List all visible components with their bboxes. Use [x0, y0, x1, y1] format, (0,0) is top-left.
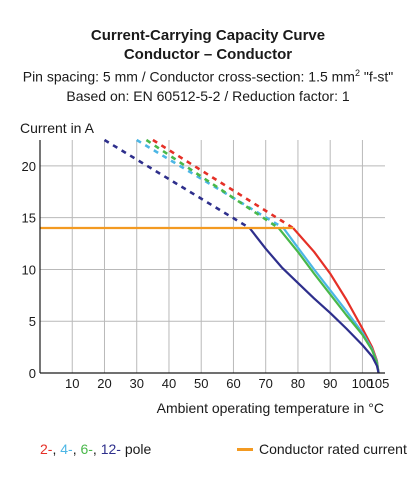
x-tick-label: 70: [258, 376, 272, 391]
x-tick-label: 30: [129, 376, 143, 391]
series-12-pole-extrapolation: [103, 138, 251, 230]
rated-current-legend: Conductor rated current: [237, 441, 407, 457]
x-tick-label: 105: [368, 376, 390, 391]
legend-pole-item: 6-: [80, 441, 93, 457]
x-tick-label: 40: [162, 376, 176, 391]
x-tick-label: 60: [226, 376, 240, 391]
y-tick-label: 20: [22, 159, 36, 174]
y-axis-label: Current in A: [20, 120, 95, 136]
x-tick-label: 10: [65, 376, 79, 391]
y-tick-label: 0: [29, 366, 36, 381]
chart-title: Current-Carrying Capacity Curve: [90, 27, 326, 44]
legend-pole-item: pole: [120, 441, 152, 457]
rated-current-label: Conductor rated current: [259, 441, 407, 457]
legend-pole-item: 4-: [60, 441, 73, 457]
x-tick-label: 80: [291, 376, 305, 391]
x-tick-label: 90: [323, 376, 337, 391]
chart-grid: [40, 140, 385, 373]
pin-spacing-superscript: 2: [354, 68, 360, 78]
pin-spacing-suffix: "f-st": [359, 68, 394, 85]
series-4-pole-extrapolation: [136, 138, 285, 230]
series-12-pole-curve: [248, 227, 380, 374]
chart-title-block: Current-Carrying Capacity Curve Conducto…: [0, 26, 416, 106]
x-axis-label: Ambient operating temperature in °C: [157, 400, 384, 416]
series-2-pole-extrapolation: [152, 138, 294, 230]
rated-current-swatch: [237, 447, 253, 451]
legend-pole-item: ,: [92, 441, 101, 457]
chart-subtitle: Conductor – Conductor: [123, 46, 293, 63]
series-6-pole-extrapolation: [145, 138, 280, 230]
legend-pole-item: ,: [72, 441, 81, 457]
pin-spacing-text: Pin spacing: 5 mm / Conductor cross-sect…: [22, 68, 355, 85]
legend-pole-item: 2-: [40, 441, 53, 457]
chart-curves: [40, 138, 380, 374]
x-tick-label: 50: [194, 376, 208, 391]
series-6-pole-curve: [277, 227, 380, 374]
y-tick-label: 5: [29, 314, 36, 329]
y-tick-label: 15: [22, 211, 36, 226]
pin-spacing-line: Pin spacing: 5 mm / Conductor cross-sect…: [0, 64, 416, 87]
x-tick-label: 100: [352, 376, 374, 391]
pole-legend: 2-, 4-, 6-, 12- pole: [40, 441, 151, 457]
y-tick-label: 10: [22, 262, 36, 277]
legend-pole-item: 12-: [100, 441, 121, 457]
x-tick-label: 20: [97, 376, 111, 391]
legend-pole-item: ,: [52, 441, 61, 457]
basis-line: Based on: EN 60512-5-2 / Reduction facto…: [66, 87, 350, 104]
